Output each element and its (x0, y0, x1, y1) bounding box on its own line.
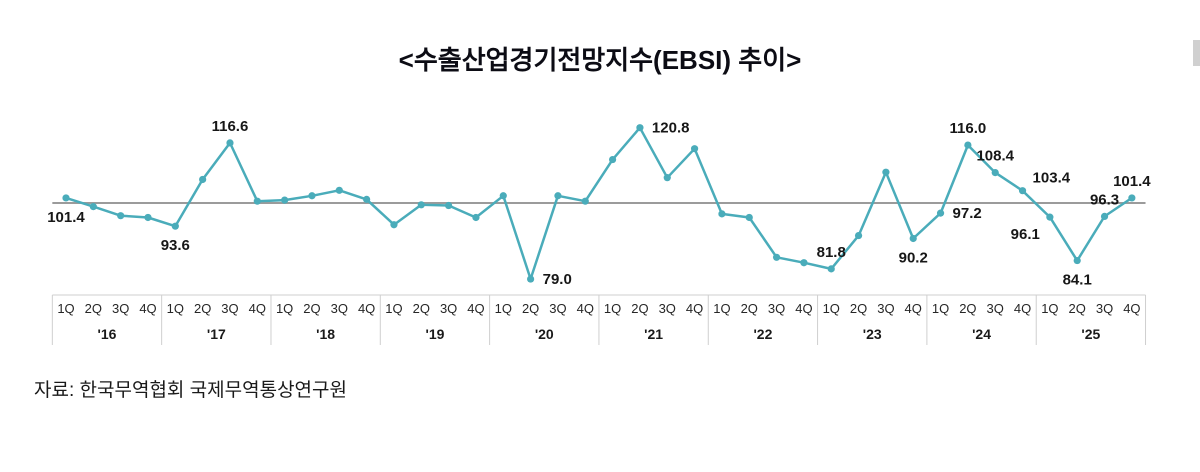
x-axis-year-label: '17 (207, 326, 226, 342)
data-label: 79.0 (543, 271, 572, 288)
x-axis-quarter-label: 2Q (413, 301, 430, 316)
x-axis-quarter-label: 2Q (85, 301, 102, 316)
x-axis-quarter-label: 1Q (167, 301, 184, 316)
x-axis-quarter-label: 4Q (249, 301, 266, 316)
x-axis-quarter-label: 2Q (631, 301, 648, 316)
x-axis-year-label: '19 (426, 326, 445, 342)
data-label: 101.4 (47, 209, 85, 226)
source-note: 자료: 한국무역협회 국제무역통상연구원 (34, 380, 347, 401)
x-axis-quarter-label: 3Q (659, 301, 676, 316)
x-axis-quarter-label: 3Q (877, 301, 894, 316)
x-axis-quarter-label: 4Q (686, 301, 703, 316)
x-axis-quarter-label: 4Q (1014, 301, 1031, 316)
data-label: 96.3 (1090, 191, 1119, 208)
x-axis-quarter-label: 3Q (987, 301, 1004, 316)
chart-title: <수출산업경기전망지수(EBSI) 추이> (398, 45, 802, 75)
x-axis-year-label: '16 (98, 326, 117, 342)
x-axis-quarter-label: 2Q (959, 301, 976, 316)
x-axis-quarter-label: 1Q (276, 301, 293, 316)
x-axis-quarter-label: 3Q (331, 301, 348, 316)
x-axis-quarter-label: 4Q (577, 301, 594, 316)
x-axis-quarter-label: 4Q (905, 301, 922, 316)
data-label: 93.6 (161, 237, 190, 254)
x-axis-quarter-label: 2Q (194, 301, 211, 316)
data-label: 108.4 (976, 148, 1014, 165)
x-axis-quarter-label: 4Q (139, 301, 156, 316)
data-label: 116.0 (950, 120, 987, 137)
x-axis-quarter-label: 3Q (1096, 301, 1113, 316)
x-axis-quarter-label: 1Q (823, 301, 840, 316)
ebsi-chart-page: <수출산업경기전망지수(EBSI) 추이> 101.4 93.6 116.6 79.0… (0, 40, 1200, 472)
x-axis-year-label: '23 (863, 326, 882, 342)
ebsi-line-chart: 101.4 93.6 116.6 79.0 120.8 81.8 90.2 97.2 116.0… (47, 118, 1151, 345)
x-axis-quarter-label: 1Q (604, 301, 621, 316)
x-axis-quarter-label: 3Q (440, 301, 457, 316)
x-axis-quarter-label: 2Q (741, 301, 758, 316)
x-axis-quarter-label: 3Q (112, 301, 129, 316)
data-label: 84.1 (1063, 272, 1092, 289)
x-axis-quarter-label: 4Q (358, 301, 375, 316)
x-axis-quarter-label: 2Q (850, 301, 867, 316)
x-axis-quarter-label: 3Q (549, 301, 566, 316)
x-axis-quarter-label: 2Q (1069, 301, 1086, 316)
scrollbar-fragment[interactable] (1193, 40, 1200, 66)
x-axis-year-label: '20 (535, 326, 554, 342)
x-axis-quarter-label: 4Q (1123, 301, 1140, 316)
data-label: 97.2 (953, 205, 982, 222)
x-axis-quarter-label: 4Q (467, 301, 484, 316)
data-label: 116.6 (212, 118, 249, 135)
data-label: 120.8 (652, 120, 690, 137)
x-axis-quarter-label: 1Q (495, 301, 512, 316)
x-axis-quarter-label: 3Q (221, 301, 238, 316)
data-label: 103.4 (1033, 170, 1071, 187)
data-label: 90.2 (899, 249, 928, 266)
x-axis-year-label: '24 (972, 326, 991, 342)
x-axis-quarter-label: 3Q (768, 301, 785, 316)
x-axis-quarter-label: 1Q (713, 301, 730, 316)
x-axis-quarter-label: 1Q (932, 301, 949, 316)
x-axis-quarter-label: 1Q (385, 301, 402, 316)
data-label: 101.4 (1113, 173, 1151, 190)
data-label: 81.8 (817, 244, 846, 261)
data-label: 96.1 (1011, 226, 1040, 243)
x-axis-year-label: '22 (753, 326, 772, 342)
x-axis-quarter-label: 1Q (1041, 301, 1058, 316)
x-axis-quarter-label: 2Q (303, 301, 320, 316)
x-axis-year-label: '21 (644, 326, 663, 342)
x-axis-quarter-label: 1Q (57, 301, 74, 316)
x-axis-year-label: '18 (316, 326, 335, 342)
x-axis-quarter-label: 2Q (522, 301, 539, 316)
x-axis-quarter-label: 4Q (795, 301, 812, 316)
x-axis-year-label: '25 (1081, 326, 1100, 342)
